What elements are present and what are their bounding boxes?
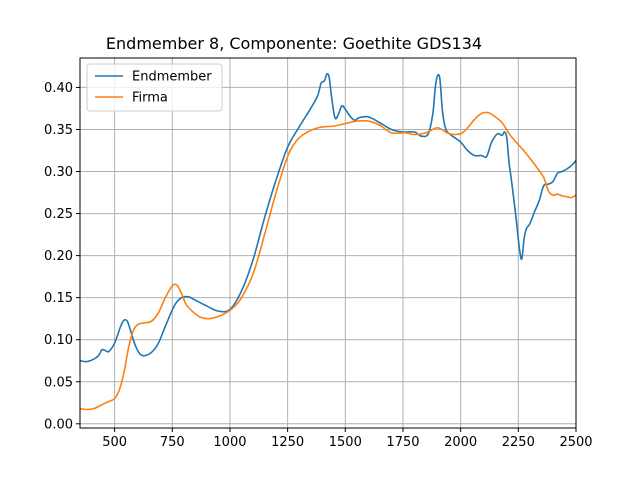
axes-frame [79,57,577,429]
x-tick-label: 1500 [329,435,362,450]
legend-label: Firma [132,91,168,106]
x-tick-label: 2250 [502,435,535,450]
x-tick-label: 1000 [213,435,246,450]
y-axis: 0.00 0.05 0.10 0.15 0.20 0.25 0.30 0.35 0.40 [44,81,80,432]
series-line-2 [80,111,576,411]
y-tick-label: 0.35 [44,123,73,138]
y-tick-label: 0.15 [44,291,73,306]
y-tick-label: 0.10 [44,333,73,348]
grid [80,58,577,428]
legend-label: Endmember [132,70,212,85]
plot-area [80,72,576,411]
legend: Endmember Firma [86,63,223,112]
series-line-1 [80,72,576,363]
y-tick-label: 0.40 [44,81,73,96]
y-tick-label: 0.20 [44,249,73,264]
x-tick-label: 1750 [386,435,419,450]
y-tick-label: 0.05 [44,375,73,390]
x-tick-label: 500 [102,435,127,450]
y-tick-label: 0.25 [44,207,73,222]
x-axis: 500 750 1000 1250 1500 1750 2000 2250 2500 [102,428,593,450]
x-tick-label: 2500 [559,435,592,450]
y-tick-label: 0.30 [44,165,73,180]
chart-title: Endmember 8, Componente: Goethite GDS134 [106,34,482,53]
x-tick-label: 1250 [271,435,304,450]
y-tick-label: 0.00 [44,417,73,432]
x-tick-label: 750 [160,435,185,450]
x-tick-label: 2000 [444,435,477,450]
